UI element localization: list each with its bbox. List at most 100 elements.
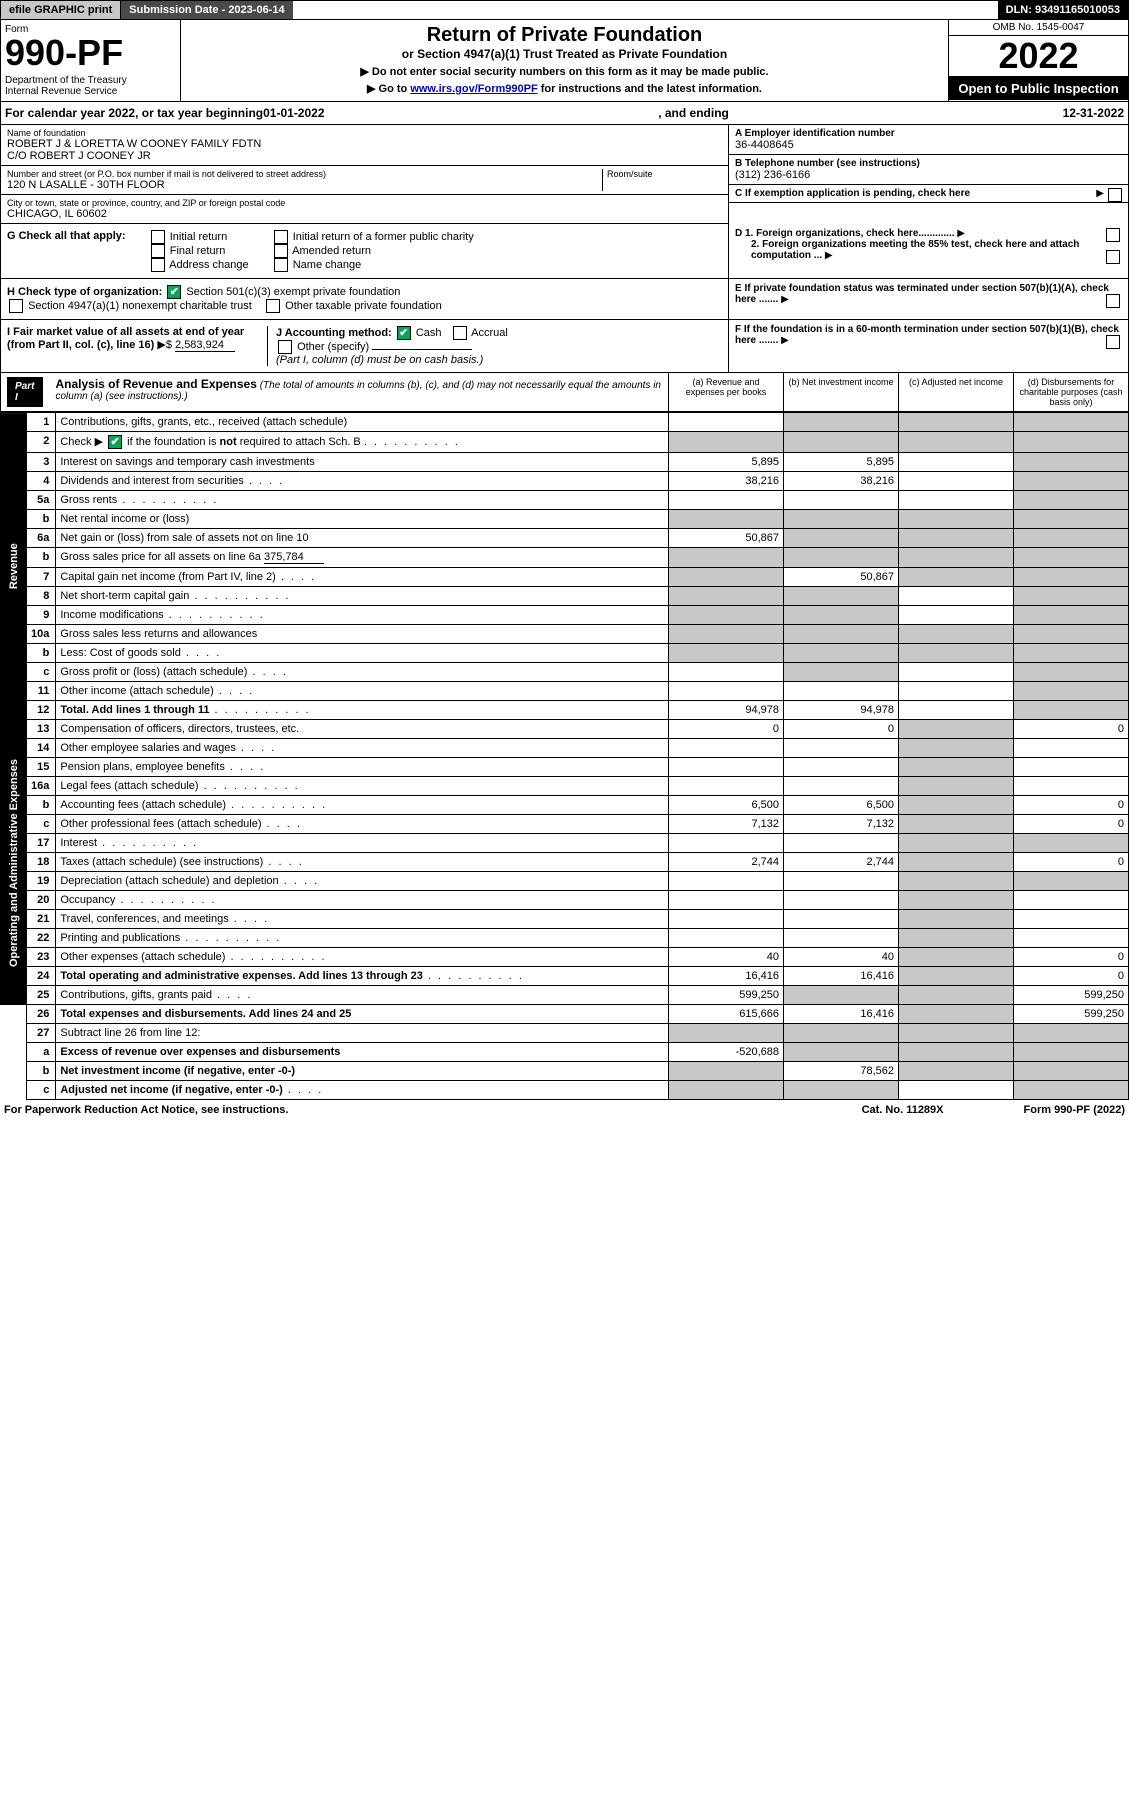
row-16c-b: 7,132 xyxy=(784,815,899,834)
row-16b-b: 6,500 xyxy=(784,796,899,815)
row-25-a: 599,250 xyxy=(669,986,784,1005)
row-26-b: 16,416 xyxy=(784,1005,899,1024)
4947-checkbox[interactable] xyxy=(9,299,23,313)
final-return-checkbox[interactable] xyxy=(151,244,165,258)
e-label: E If private foundation status was termi… xyxy=(735,283,1109,305)
former-charity-checkbox[interactable] xyxy=(274,230,288,244)
row-2-num: 2 xyxy=(27,432,56,453)
row-10c-desc: Gross profit or (loss) (attach schedule) xyxy=(56,663,669,682)
row-19-desc: Depreciation (attach schedule) and deple… xyxy=(56,872,669,891)
col-b-head: (b) Net investment income xyxy=(783,373,898,411)
h-opt-other: Other taxable private foundation xyxy=(285,300,442,312)
foundation-name-1: ROBERT J & LORETTA W COONEY FAMILY FDTN xyxy=(7,138,722,150)
row-4-b: 38,216 xyxy=(784,472,899,491)
g-opt-initial: Initial return xyxy=(170,231,227,243)
g-opt-namechg: Name change xyxy=(293,259,362,271)
row-3-desc: Interest on savings and temporary cash i… xyxy=(56,453,669,472)
form-subtitle: or Section 4947(a)(1) Trust Treated as P… xyxy=(189,47,940,61)
row-11-desc: Other income (attach schedule) xyxy=(56,682,669,701)
row-10b-desc: Less: Cost of goods sold xyxy=(56,644,669,663)
expenses-side-label: Operating and Administrative Expenses xyxy=(1,720,27,1005)
row-23-d: 0 xyxy=(1014,948,1129,967)
row-16c-desc: Other professional fees (attach schedule… xyxy=(56,815,669,834)
row-10a-desc: Gross sales less returns and allowances xyxy=(56,625,669,644)
row-13-a: 0 xyxy=(669,720,784,739)
cal-end: 12-31-2022 xyxy=(1063,106,1124,120)
row-3-a: 5,895 xyxy=(669,453,784,472)
row-13-d: 0 xyxy=(1014,720,1129,739)
d2-arrow-icon: ▶ xyxy=(825,250,833,261)
f-label: F If the foundation is in a 60-month ter… xyxy=(735,324,1119,346)
form-number: 990-PF xyxy=(5,35,176,71)
h-opt-501c3: Section 501(c)(3) exempt private foundat… xyxy=(186,286,400,298)
amended-checkbox[interactable] xyxy=(274,244,288,258)
f-checkbox[interactable] xyxy=(1106,335,1120,349)
top-bar: efile GRAPHIC print Submission Date - 20… xyxy=(0,0,1129,20)
cal-prefix: For calendar year 2022, or tax year begi… xyxy=(5,106,263,120)
row-27b-b: 78,562 xyxy=(784,1062,899,1081)
501c3-checkbox[interactable]: ✔ xyxy=(167,285,181,299)
row-16b-desc: Accounting fees (attach schedule) xyxy=(56,796,669,815)
i-arrow: ▶$ xyxy=(157,339,172,351)
j-other-input[interactable] xyxy=(372,349,472,350)
initial-return-checkbox[interactable] xyxy=(151,230,165,244)
other-taxable-checkbox[interactable] xyxy=(266,299,280,313)
name-change-checkbox[interactable] xyxy=(274,258,288,272)
d2-checkbox[interactable] xyxy=(1106,250,1120,264)
row-16a-desc: Legal fees (attach schedule) xyxy=(56,777,669,796)
addr-label: Number and street (or P.O. box number if… xyxy=(7,169,602,179)
c-checkbox[interactable] xyxy=(1108,188,1122,202)
row-5a-desc: Gross rents xyxy=(56,491,669,510)
row-18-d: 0 xyxy=(1014,853,1129,872)
row-23-a: 40 xyxy=(669,948,784,967)
dln-badge: DLN: 93491165010053 xyxy=(998,1,1128,19)
j-cash: Cash xyxy=(416,327,442,339)
row-25-desc: Contributions, gifts, grants paid xyxy=(56,986,669,1005)
part1-table: Revenue 1 Contributions, gifts, grants, … xyxy=(0,412,1129,1100)
dept-label: Department of the Treasury Internal Reve… xyxy=(5,75,176,97)
other-method-checkbox[interactable] xyxy=(278,340,292,354)
cal-begin: 01-01-2022 xyxy=(263,106,324,120)
row-4-desc: Dividends and interest from securities xyxy=(56,472,669,491)
row-18-b: 2,744 xyxy=(784,853,899,872)
d1-arrow-icon: ▶ xyxy=(957,228,965,239)
row-14-desc: Other employee salaries and wages xyxy=(56,739,669,758)
row-17-desc: Interest xyxy=(56,834,669,853)
open-public-badge: Open to Public Inspection xyxy=(949,77,1128,100)
row-9-desc: Income modifications xyxy=(56,606,669,625)
row-26-d: 599,250 xyxy=(1014,1005,1129,1024)
schb-checkbox[interactable]: ✔ xyxy=(108,435,122,449)
accrual-checkbox[interactable] xyxy=(453,326,467,340)
address-change-checkbox[interactable] xyxy=(151,258,165,272)
phone-value: (312) 236-6166 xyxy=(735,169,1122,181)
row-1-d xyxy=(1014,413,1129,432)
cash-checkbox[interactable]: ✔ xyxy=(397,326,411,340)
e-checkbox[interactable] xyxy=(1106,294,1120,308)
row-20-desc: Occupancy xyxy=(56,891,669,910)
goto-line: ▶ Go to www.irs.gov/Form990PF for instru… xyxy=(189,82,940,95)
row-27a-a: -520,688 xyxy=(669,1043,784,1062)
efile-badge[interactable]: efile GRAPHIC print xyxy=(1,1,121,19)
paperwork-notice: For Paperwork Reduction Act Notice, see … xyxy=(4,1104,288,1116)
row-3-b: 5,895 xyxy=(784,453,899,472)
g-opt-final: Final return xyxy=(170,245,226,257)
foundation-name-2: C/O ROBERT J COONEY JR xyxy=(7,150,722,162)
row-22-desc: Printing and publications xyxy=(56,929,669,948)
d1-checkbox[interactable] xyxy=(1106,228,1120,242)
arrow-icon: ▶ xyxy=(1096,188,1104,199)
ein-value: 36-4408645 xyxy=(735,139,1122,151)
row-7-desc: Capital gain net income (from Part IV, l… xyxy=(56,568,669,587)
e-arrow-icon: ▶ xyxy=(781,294,789,305)
row-18-desc: Taxes (attach schedule) (see instruction… xyxy=(56,853,669,872)
g-opt-former: Initial return of a former public charit… xyxy=(293,231,474,243)
row-24-desc: Total operating and administrative expen… xyxy=(56,967,669,986)
cal-mid: , and ending xyxy=(325,106,1063,120)
row-1-b xyxy=(784,413,899,432)
f-arrow-icon: ▶ xyxy=(781,335,789,346)
row-1-num: 1 xyxy=(27,413,56,432)
col-a-head: (a) Revenue and expenses per books xyxy=(668,373,783,411)
city-state-zip: CHICAGO, IL 60602 xyxy=(7,208,722,220)
row-23-b: 40 xyxy=(784,948,899,967)
irs-link[interactable]: www.irs.gov/Form990PF xyxy=(410,83,537,95)
row-27c-desc: Adjusted net income (if negative, enter … xyxy=(56,1081,669,1100)
